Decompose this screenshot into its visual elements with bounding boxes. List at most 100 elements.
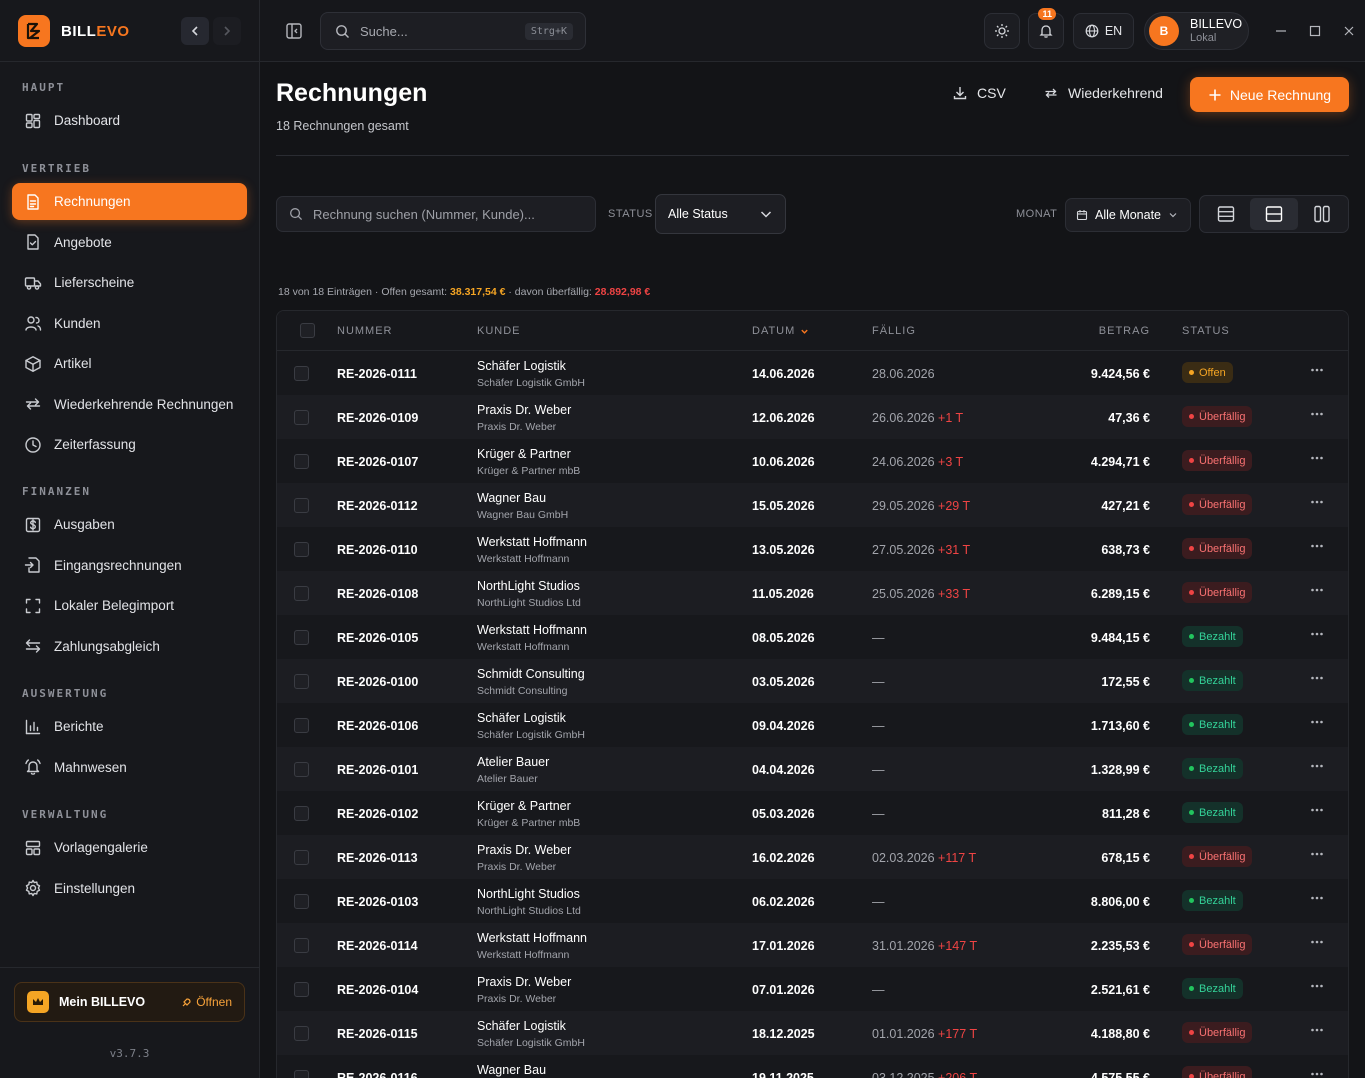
row-actions-button[interactable] <box>1310 407 1324 426</box>
sidebar-item-wiederkehrende-rechnungen[interactable]: Wiederkehrende Rechnungen <box>12 386 247 423</box>
maximize-button[interactable] <box>1308 22 1322 40</box>
invoice-number[interactable]: RE-2026-0113 <box>337 851 418 865</box>
row-actions-button[interactable] <box>1310 583 1324 602</box>
row-checkbox[interactable] <box>294 366 309 381</box>
status-select[interactable]: Alle Status <box>655 194 786 234</box>
new-invoice-button[interactable]: Neue Rechnung <box>1190 77 1349 112</box>
table-row[interactable]: RE-2026-0102 Krüger & Partner Krüger & Par… <box>277 791 1348 835</box>
invoice-number[interactable]: RE-2026-0114 <box>337 939 418 953</box>
view-standard-button[interactable] <box>1250 198 1298 230</box>
close-button[interactable] <box>1342 22 1356 40</box>
language-button[interactable]: EN <box>1073 13 1134 49</box>
table-row[interactable]: RE-2026-0111 Schäfer Logistik Schäfer Logi… <box>277 351 1348 395</box>
sidebar-item-kunden[interactable]: Kunden <box>12 305 247 342</box>
row-actions-button[interactable] <box>1310 891 1324 910</box>
row-actions-button[interactable] <box>1310 671 1324 690</box>
invoice-number[interactable]: RE-2026-0106 <box>337 719 419 733</box>
sidebar-item-angebote[interactable]: Angebote <box>12 224 247 261</box>
invoice-number[interactable]: RE-2026-0103 <box>337 895 419 909</box>
col-status[interactable]: STATUS <box>1182 325 1230 337</box>
row-checkbox[interactable] <box>294 454 309 469</box>
invoice-number[interactable]: RE-2026-0107 <box>337 455 419 469</box>
sidebar-item-ausgaben[interactable]: Ausgaben <box>12 506 247 543</box>
invoice-number[interactable]: RE-2026-0108 <box>337 587 419 601</box>
table-row[interactable]: RE-2026-0106 Schäfer Logistik Schäfer Logi… <box>277 703 1348 747</box>
open-button[interactable]: Öffnen <box>181 995 232 1009</box>
row-checkbox[interactable] <box>294 982 309 997</box>
row-actions-button[interactable] <box>1310 979 1324 998</box>
sidebar-item-zahlungsabgleich[interactable]: Zahlungsabgleich <box>12 628 247 665</box>
row-checkbox[interactable] <box>294 410 309 425</box>
row-checkbox[interactable] <box>294 850 309 865</box>
invoice-number[interactable]: RE-2026-0112 <box>337 499 418 513</box>
csv-export-button[interactable]: CSV <box>952 85 1006 101</box>
table-row[interactable]: RE-2026-0107 Krüger & Partner Krüger & Par… <box>277 439 1348 483</box>
sidebar-item-eingangsrechnungen[interactable]: Eingangsrechnungen <box>12 547 247 584</box>
row-checkbox[interactable] <box>294 806 309 821</box>
col-date[interactable]: DATUM <box>752 325 809 337</box>
view-compact-button[interactable] <box>1202 198 1250 230</box>
invoice-number[interactable]: RE-2026-0104 <box>337 983 419 997</box>
sidebar-item-mahnwesen[interactable]: Mahnwesen <box>12 749 247 786</box>
table-row[interactable]: RE-2026-0113 Praxis Dr. Weber Praxis Dr. W… <box>277 835 1348 879</box>
table-row[interactable]: RE-2026-0104 Praxis Dr. Weber Praxis Dr. W… <box>277 967 1348 1011</box>
row-checkbox[interactable] <box>294 586 309 601</box>
col-number[interactable]: NUMMER <box>337 325 393 337</box>
sidebar-item-lieferscheine[interactable]: Lieferscheine <box>12 264 247 301</box>
sidebar-item-zeiterfassung[interactable]: Zeiterfassung <box>12 426 247 463</box>
brand[interactable]: BILLEVO <box>18 14 130 48</box>
col-due[interactable]: FÄLLIG <box>872 325 916 337</box>
row-actions-button[interactable] <box>1310 539 1324 558</box>
row-actions-button[interactable] <box>1310 1067 1324 1078</box>
row-actions-button[interactable] <box>1310 847 1324 866</box>
sidebar-item-berichte[interactable]: Berichte <box>12 708 247 745</box>
view-columns-button[interactable] <box>1298 198 1346 230</box>
invoice-number[interactable]: RE-2026-0100 <box>337 675 419 689</box>
col-customer[interactable]: KUNDE <box>477 325 521 337</box>
invoice-number[interactable]: RE-2026-0102 <box>337 807 419 821</box>
table-row[interactable]: RE-2026-0112 Wagner Bau Wagner Bau GmbH 15.… <box>277 483 1348 527</box>
row-checkbox[interactable] <box>294 1026 309 1041</box>
forward-button[interactable] <box>213 17 241 45</box>
sidebar-item-lokaler-belegimport[interactable]: Lokaler Belegimport <box>12 587 247 624</box>
mein-billevo-card[interactable]: Mein BILLEVO Öffnen <box>14 982 245 1022</box>
row-actions-button[interactable] <box>1310 627 1324 646</box>
invoice-search-input[interactable]: Rechnung suchen (Nummer, Kunde)... <box>276 196 596 232</box>
back-button[interactable] <box>181 17 209 45</box>
table-row[interactable]: RE-2026-0110 Werkstatt Hoffmann Werkstatt … <box>277 527 1348 571</box>
row-checkbox[interactable] <box>294 674 309 689</box>
row-actions-button[interactable] <box>1310 495 1324 514</box>
row-checkbox[interactable] <box>294 498 309 513</box>
table-row[interactable]: RE-2026-0109 Praxis Dr. Weber Praxis Dr. W… <box>277 395 1348 439</box>
row-actions-button[interactable] <box>1310 803 1324 822</box>
col-amount[interactable]: BETRAG <box>1098 325 1150 337</box>
invoice-number[interactable]: RE-2026-0115 <box>337 1027 418 1041</box>
invoice-number[interactable]: RE-2026-0109 <box>337 411 419 425</box>
invoice-number[interactable]: RE-2026-0105 <box>337 631 419 645</box>
invoice-number[interactable]: RE-2026-0101 <box>337 763 419 777</box>
row-actions-button[interactable] <box>1310 451 1324 470</box>
row-actions-button[interactable] <box>1310 935 1324 954</box>
sidebar-item-einstellungen[interactable]: Einstellungen <box>12 870 247 907</box>
notifications-button[interactable]: 11 <box>1028 8 1064 49</box>
table-row[interactable]: RE-2026-0108 NorthLight Studios NorthLight… <box>277 571 1348 615</box>
select-all-checkbox[interactable] <box>300 323 315 338</box>
row-checkbox[interactable] <box>294 542 309 557</box>
invoice-number[interactable]: RE-2026-0110 <box>337 543 418 557</box>
sidebar-toggle-button[interactable] <box>284 21 304 41</box>
table-row[interactable]: RE-2026-0105 Werkstatt Hoffmann Werkstatt … <box>277 615 1348 659</box>
sidebar-item-rechnungen[interactable]: Rechnungen <box>12 183 247 220</box>
table-row[interactable]: RE-2026-0103 NorthLight Studios NorthLight… <box>277 879 1348 923</box>
row-checkbox[interactable] <box>294 894 309 909</box>
row-actions-button[interactable] <box>1310 759 1324 778</box>
recurring-button[interactable]: Wiederkehrend <box>1043 85 1163 101</box>
row-actions-button[interactable] <box>1310 363 1324 382</box>
sidebar-item-artikel[interactable]: Artikel <box>12 345 247 382</box>
user-menu[interactable]: B BILLEVO Lokal <box>1144 12 1249 50</box>
invoice-number[interactable]: RE-2026-0116 <box>337 1071 418 1078</box>
row-checkbox[interactable] <box>294 718 309 733</box>
row-checkbox[interactable] <box>294 630 309 645</box>
theme-toggle-button[interactable] <box>984 13 1020 49</box>
row-checkbox[interactable] <box>294 762 309 777</box>
